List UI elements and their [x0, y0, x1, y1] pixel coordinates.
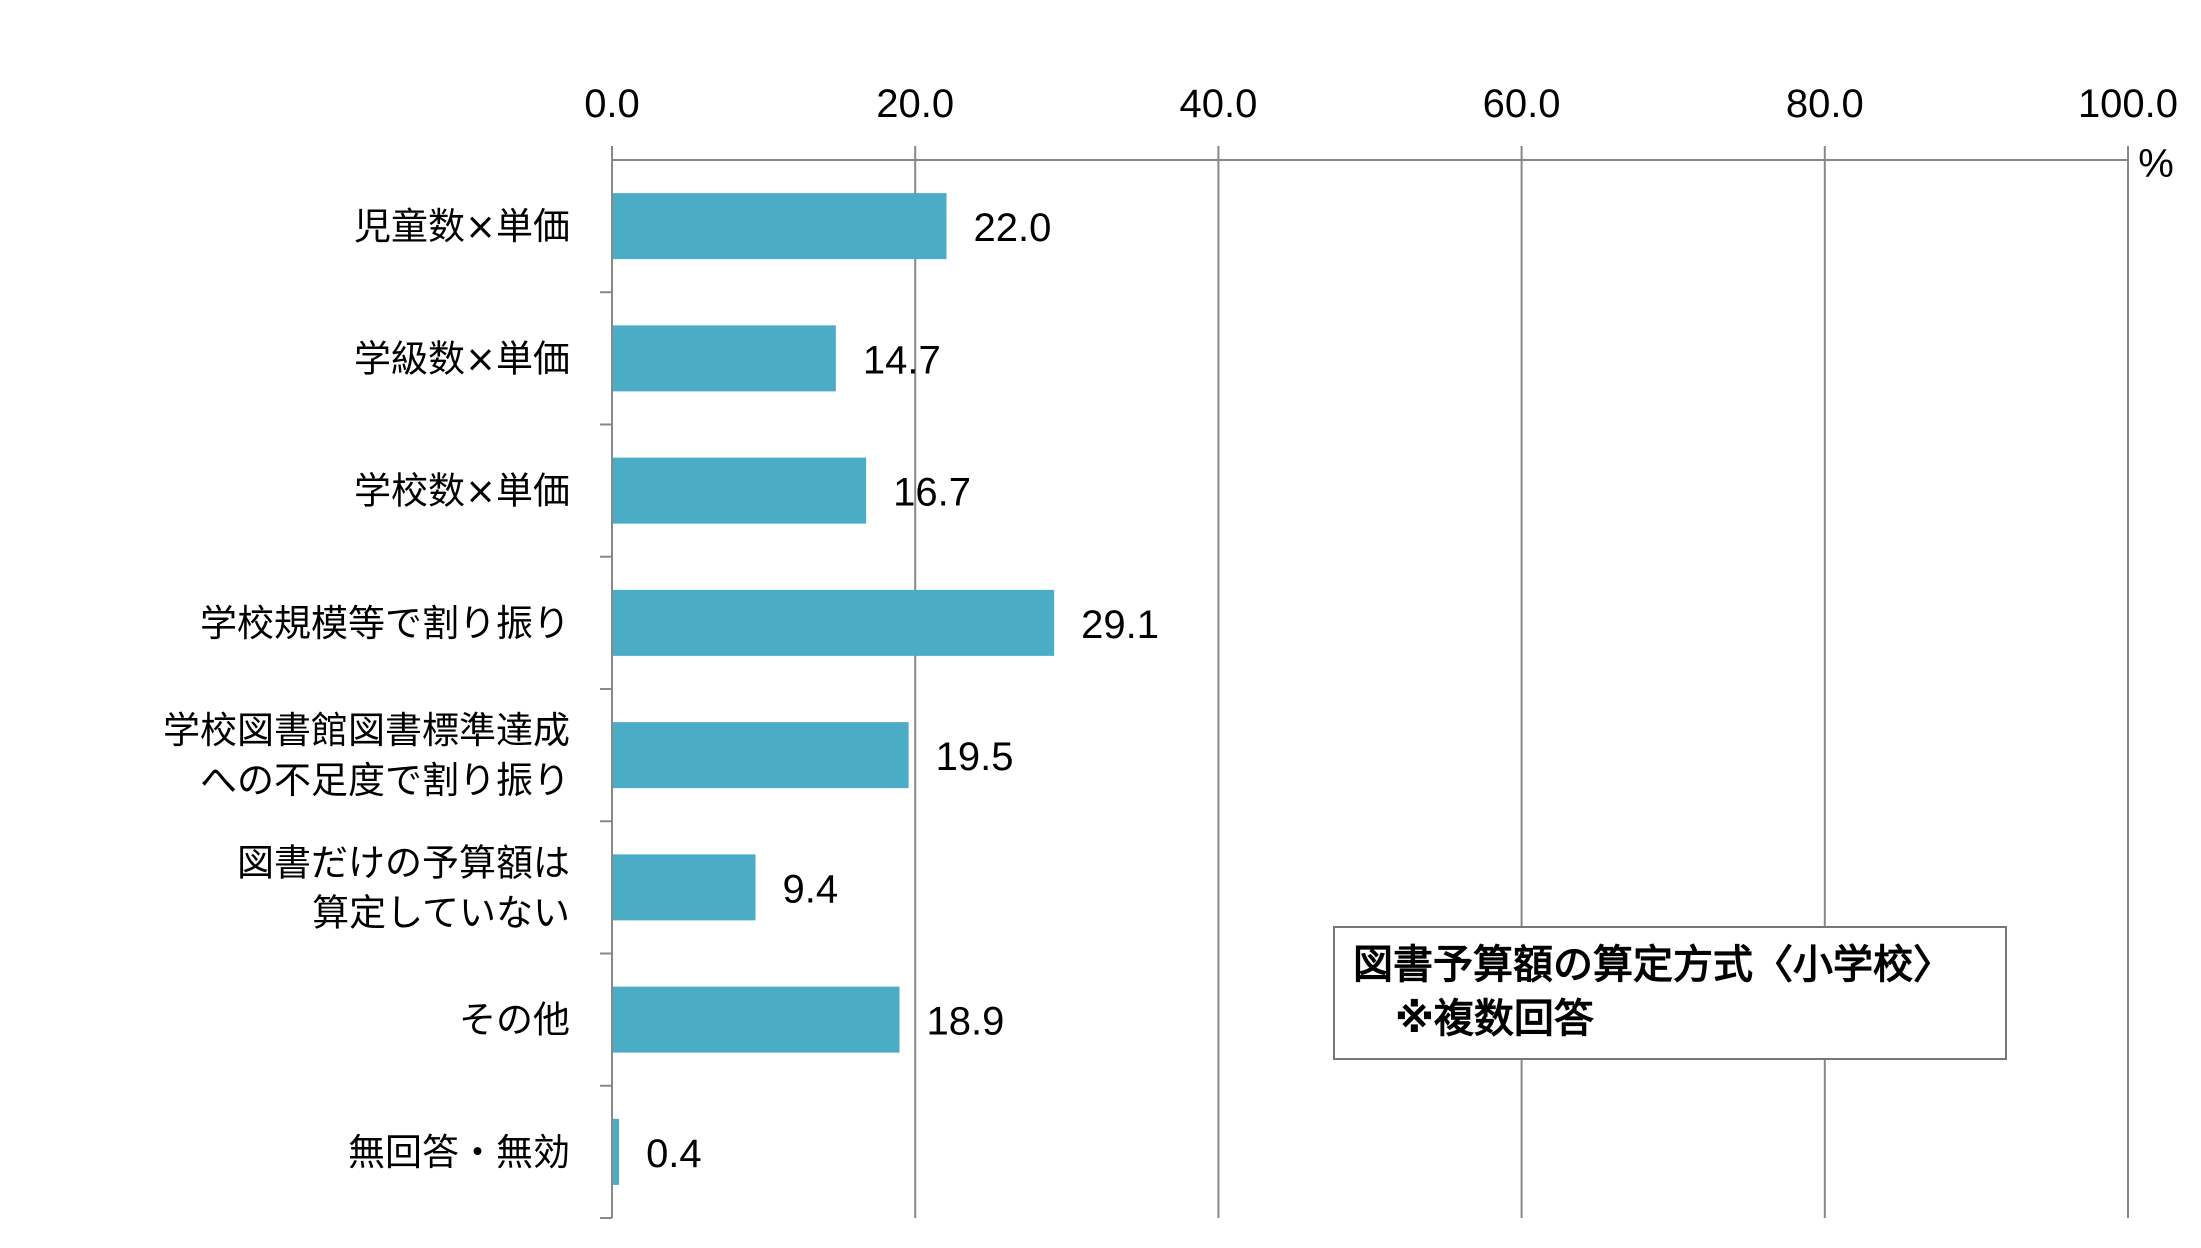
data-label: 19.5: [936, 735, 1014, 779]
bar: [613, 1118, 620, 1185]
bar: [613, 193, 947, 260]
data-label: 14.7: [863, 338, 941, 382]
data-label: 22.0: [974, 206, 1052, 250]
x-tick-label: 100.0: [2078, 82, 2178, 126]
x-tick-label: 40.0: [1179, 82, 1257, 126]
x-tick-label: 80.0: [1786, 82, 1864, 126]
x-tick-label: 0.0: [584, 82, 640, 126]
bar: [613, 589, 1055, 656]
category-labels: 児童数×単価学級数×単価学校数×単価学校規模等で割り振り学校図書館図書標準達成へ…: [163, 205, 570, 1174]
category-label: 学級数×単価: [354, 337, 570, 380]
data-label: 29.1: [1081, 603, 1159, 647]
bar: [613, 457, 867, 524]
bar: [613, 722, 909, 789]
annotation-title: 図書予算額の算定方式〈小学校〉: [1353, 942, 1953, 988]
category-label: 学校数×単価: [354, 470, 570, 513]
category-label: その他: [459, 999, 570, 1042]
category-label: 図書だけの予算額は: [237, 841, 570, 884]
data-label: 18.9: [927, 1000, 1005, 1044]
data-label: 16.7: [893, 471, 971, 515]
data-label: 9.4: [783, 867, 839, 911]
x-tick-label: 60.0: [1483, 82, 1561, 126]
x-tick-label: 20.0: [876, 82, 954, 126]
category-label: 算定していない: [312, 891, 570, 934]
chart-annotation: 図書予算額の算定方式〈小学校〉 ※複数回答: [1333, 926, 2007, 1060]
category-label: 児童数×単価: [354, 205, 570, 248]
data-labels: 22.0 14.7 16.7 29.1 19.5 9.4 18.9 0.4: [646, 206, 1159, 1176]
category-label: への不足度で割り振り: [200, 759, 570, 802]
bar: [613, 325, 836, 392]
category-label: 無回答・無効: [348, 1131, 570, 1174]
x-tick-labels: 0.0 20.0 40.0 60.0 80.0 100.0: [584, 82, 2178, 126]
category-label: 学校図書館図書標準達成: [163, 709, 570, 752]
bar: [613, 854, 756, 921]
bars: [613, 193, 1055, 1185]
x-axis-unit: %: [2138, 142, 2174, 186]
data-label: 0.4: [646, 1132, 702, 1176]
category-label: 学校規模等で割り振り: [200, 602, 570, 645]
annotation-note: ※複数回答: [1395, 996, 1594, 1042]
bar: [613, 986, 900, 1053]
axes: [600, 146, 2129, 1219]
